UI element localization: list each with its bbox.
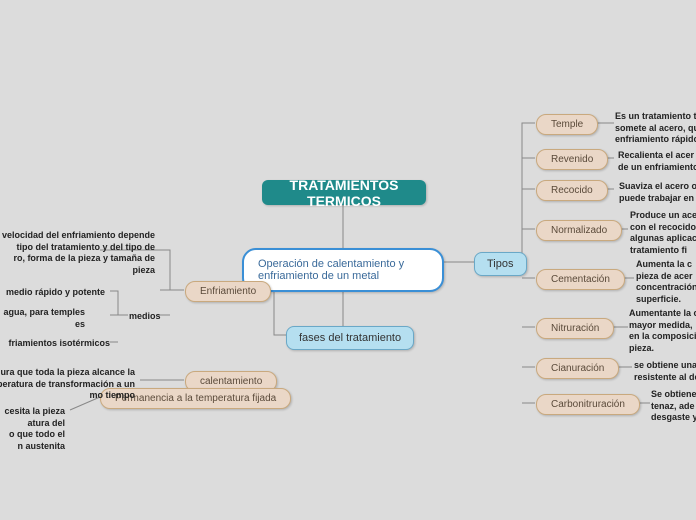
- tipo-cementacion-desc: Aumenta la cpieza de acerconcentraciónsu…: [636, 259, 696, 306]
- tipo-normalizado-desc: Produce un acercon el recocidoalgunas ap…: [630, 210, 696, 257]
- tipo-nitruracion-desc: Aumentante la omayor medida,en la compos…: [629, 308, 696, 355]
- medio-2: friamientos isotérmicos: [0, 338, 110, 350]
- title-node: TRATAMIENTOS TERMICOS: [262, 180, 426, 205]
- permanencia-desc: cesita la piezaatura delo que todo eln a…: [0, 406, 65, 453]
- tipo-revenido-desc: Recalienta el acerde un enfriamiento: [618, 150, 696, 173]
- medio-0: medio rápido y potente: [0, 287, 105, 299]
- tipo-cementacion: Cementación: [536, 269, 625, 290]
- fase-enfriamiento: Enfriamiento: [185, 281, 271, 302]
- tipos-label: Tipos: [487, 258, 514, 270]
- description-node: Operación de calentamiento y enfriamient…: [242, 248, 444, 292]
- tipo-carbonitruracion-desc: Se obtienetenaz, adedesgaste y: [651, 389, 696, 424]
- tipo-cianuracion: Cianuración: [536, 358, 619, 379]
- fases-label: fases del tratamiento: [299, 332, 401, 344]
- tipo-cianuracion-desc: se obtiene unaresistente al de: [634, 360, 696, 383]
- tipos-hub: Tipos: [474, 252, 527, 276]
- medios-label: medios: [129, 311, 161, 323]
- tipo-recocido-desc: Suaviza el acero opuede trabajar en: [619, 181, 696, 204]
- fases-hub: fases del tratamiento: [286, 326, 414, 350]
- calentamiento-desc: ura que toda la pieza alcance laperatura…: [0, 367, 135, 402]
- tipo-recocido: Recocido: [536, 180, 608, 201]
- tipo-carbonitruracion: Carbonitruración: [536, 394, 640, 415]
- tipo-normalizado: Normalizado: [536, 220, 622, 241]
- tipo-temple-desc: Es un tratamiento tsomete al acero, quen…: [615, 111, 696, 146]
- enfriamiento-desc: velocidad del enfriamiento dependetipo d…: [0, 230, 155, 277]
- tipo-nitruracion: Nitruración: [536, 318, 614, 339]
- medio-1: agua, para templeses: [0, 307, 85, 330]
- tipo-temple: Temple: [536, 114, 598, 135]
- title-text: TRATAMIENTOS TERMICOS: [272, 177, 416, 209]
- description-text: Operación de calentamiento y enfriamient…: [258, 258, 428, 282]
- tipo-revenido: Revenido: [536, 149, 608, 170]
